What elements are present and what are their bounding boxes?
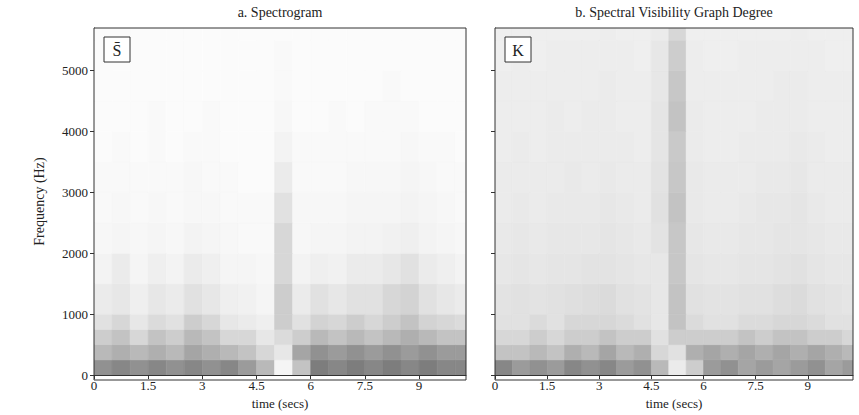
svg-text:9: 9 (804, 378, 812, 394)
svg-text:7.5: 7.5 (747, 378, 764, 394)
svg-text:4.5: 4.5 (643, 378, 660, 394)
svg-text:0: 0 (491, 378, 499, 394)
svg-text:0: 0 (90, 378, 98, 394)
svg-text:time (secs): time (secs) (646, 396, 703, 411)
svg-text:3000: 3000 (62, 185, 88, 200)
svg-text:4.5: 4.5 (248, 378, 265, 394)
svg-text:S̄: S̄ (113, 42, 122, 59)
svg-text:a. Spectrogram: a. Spectrogram (238, 5, 323, 20)
svg-text:1.5: 1.5 (539, 378, 556, 394)
svg-text:5000: 5000 (62, 63, 88, 78)
svg-text:7.5: 7.5 (356, 378, 373, 394)
svg-text:Frequency (Hz): Frequency (Hz) (32, 157, 48, 246)
svg-text:6: 6 (700, 378, 707, 394)
svg-text:4000: 4000 (62, 124, 88, 139)
svg-text:time (secs): time (secs) (252, 396, 309, 411)
svg-text:1000: 1000 (62, 307, 88, 322)
svg-text:6: 6 (307, 378, 314, 394)
svg-text:1.5: 1.5 (140, 378, 157, 394)
svg-text:0: 0 (82, 368, 89, 383)
svg-text:3: 3 (596, 378, 603, 394)
svg-text:K: K (512, 42, 524, 59)
svg-text:2000: 2000 (62, 246, 88, 261)
svg-text:9: 9 (415, 378, 423, 394)
svg-text:3: 3 (199, 378, 206, 394)
svg-text:b. Spectral Visibility Graph D: b. Spectral Visibility Graph Degree (575, 5, 773, 20)
